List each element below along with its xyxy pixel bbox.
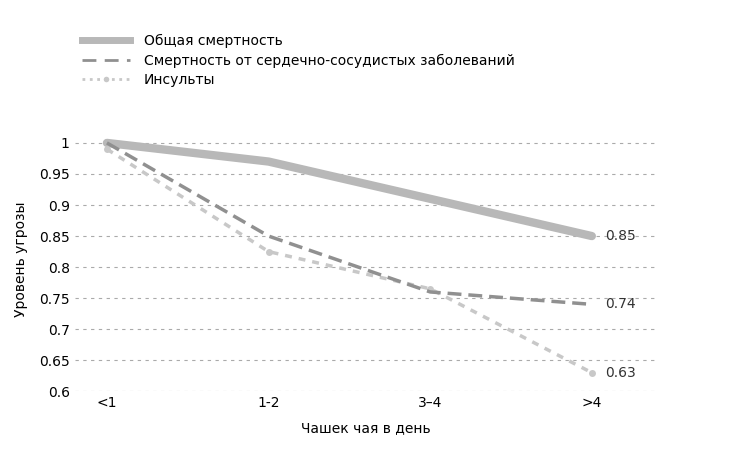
- Legend: Общая смертность, Смертность от сердечно-сосудистых заболеваний, Инсульты: Общая смертность, Смертность от сердечно…: [81, 34, 515, 87]
- Инсульты: [587, 370, 596, 375]
- Смертность от сердечно-сосудистых заболеваний: [264, 233, 273, 239]
- Text: 0.85: 0.85: [605, 229, 636, 243]
- Y-axis label: Уровень угрозы: Уровень угрозы: [14, 202, 28, 317]
- Общая смертность: [426, 196, 435, 202]
- Инсульты: [264, 249, 273, 254]
- Смертность от сердечно-сосудистых заболеваний: [426, 289, 435, 295]
- Инсульты: [426, 286, 435, 292]
- Общая смертность: [264, 159, 273, 164]
- Инсульты: [102, 147, 111, 152]
- Line: Общая смертность: Общая смертность: [107, 143, 592, 236]
- Смертность от сердечно-сосудистых заболеваний: [102, 140, 111, 146]
- X-axis label: Чашек чая в день: Чашек чая в день: [301, 421, 430, 435]
- Общая смертность: [102, 140, 111, 146]
- Text: 0.63: 0.63: [605, 366, 636, 379]
- Text: 0.74: 0.74: [605, 298, 636, 311]
- Line: Инсульты: Инсульты: [104, 146, 595, 376]
- Смертность от сердечно-сосудистых заболеваний: [587, 302, 596, 307]
- Line: Смертность от сердечно-сосудистых заболеваний: Смертность от сердечно-сосудистых заболе…: [107, 143, 592, 304]
- Общая смертность: [587, 233, 596, 239]
